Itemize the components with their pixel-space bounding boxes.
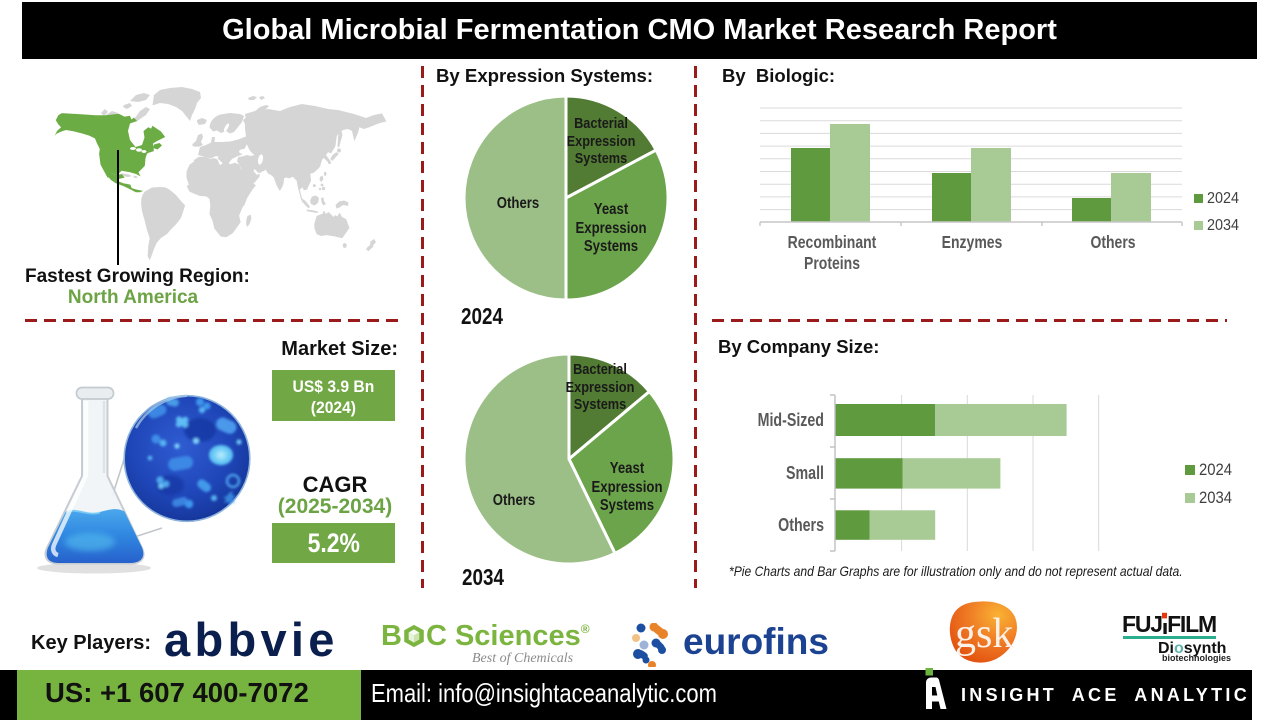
svg-text:gsk: gsk bbox=[955, 611, 1013, 657]
